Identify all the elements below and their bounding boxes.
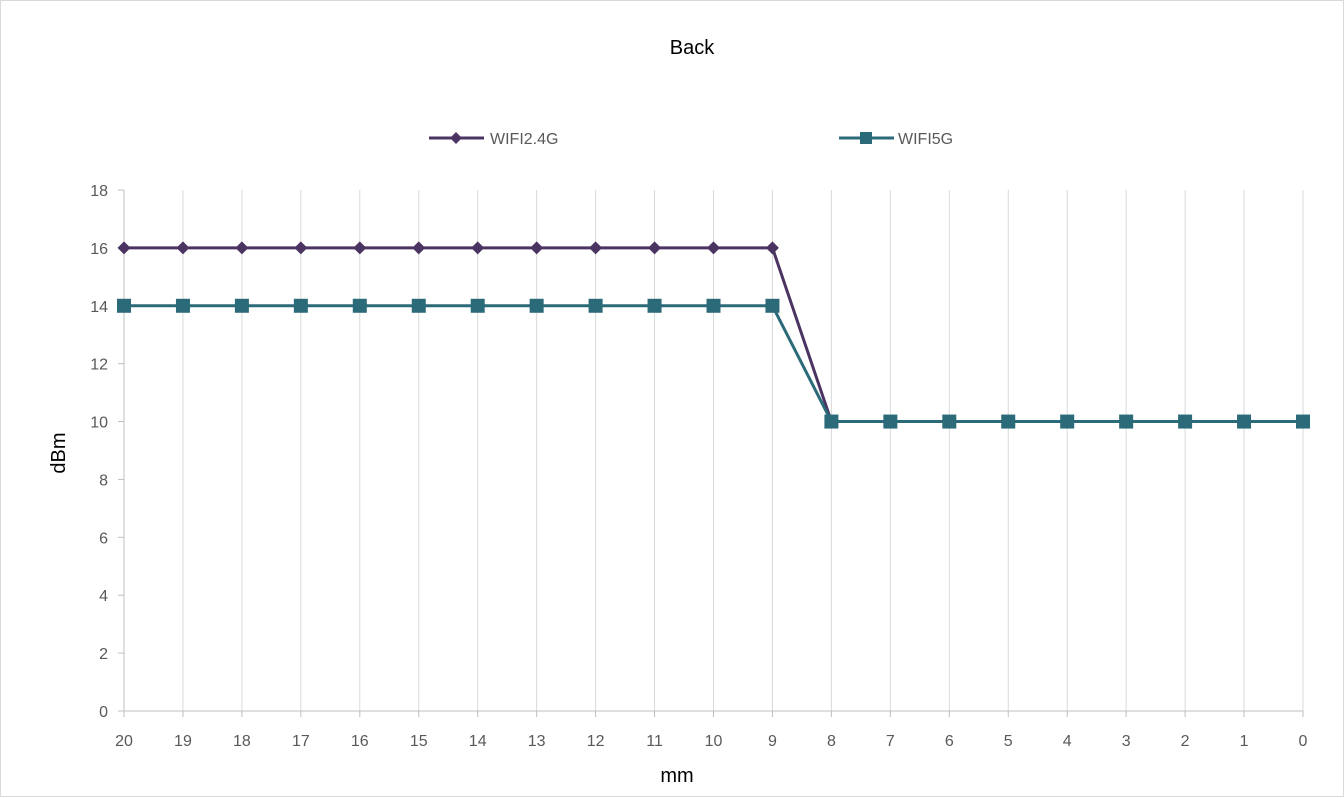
x-axis-title: mm [660, 765, 693, 787]
data-point [471, 241, 485, 255]
legend-item-wifi5: WIFI5G [839, 131, 953, 148]
data-point [1001, 414, 1016, 429]
y-tick-label: 4 [99, 588, 108, 605]
y-tick-label: 10 [90, 415, 108, 432]
data-point [530, 241, 544, 255]
x-tick-label: 6 [945, 733, 954, 750]
data-point [942, 414, 957, 429]
data-point [765, 298, 780, 313]
data-point [117, 241, 131, 255]
data-point [1296, 414, 1310, 429]
series-wifi5 [117, 298, 1310, 429]
x-tick-label: 7 [886, 733, 895, 750]
data-point [1119, 414, 1134, 429]
data-point [588, 298, 603, 313]
x-tick-label: 4 [1063, 733, 1072, 750]
series-layer [117, 241, 1310, 429]
x-tick-label: 8 [827, 733, 836, 750]
data-point [883, 414, 898, 429]
legend-marker-wifi5 [860, 132, 872, 144]
x-tick-label: 17 [292, 733, 310, 750]
data-point [176, 241, 190, 255]
data-point [353, 241, 367, 255]
x-tick-label: 11 [646, 733, 663, 750]
data-point [824, 414, 839, 429]
data-point [648, 241, 662, 255]
data-point [647, 298, 662, 313]
data-point [234, 298, 249, 313]
data-point [765, 241, 779, 255]
data-point [1178, 414, 1193, 429]
x-tick-label: 3 [1122, 733, 1131, 750]
x-tick-label: 12 [587, 733, 605, 750]
data-point [293, 298, 308, 313]
legend-marker-wifi24 [450, 132, 462, 144]
data-point [589, 241, 603, 255]
data-point [529, 298, 544, 313]
chart-title: Back [670, 37, 715, 59]
x-tick-label: 1 [1240, 733, 1249, 750]
data-point [294, 241, 308, 255]
y-tick-label: 6 [99, 530, 108, 547]
axes [118, 189, 1304, 717]
data-point [1060, 414, 1075, 429]
x-tick-label: 16 [351, 733, 369, 750]
y-tick-label: 12 [90, 357, 108, 374]
x-tick-label: 13 [528, 733, 546, 750]
x-tick-label: 9 [768, 733, 777, 750]
y-tick-label: 2 [99, 646, 108, 663]
data-point [706, 298, 721, 313]
data-point [1237, 414, 1252, 429]
x-tick-label: 18 [233, 733, 251, 750]
x-tick-label: 5 [1004, 733, 1013, 750]
gridlines [123, 190, 1304, 711]
data-point [412, 241, 426, 255]
x-tick-label: 2 [1181, 733, 1190, 750]
x-tick-label: 0 [1299, 733, 1308, 750]
legend: WIFI2.4G WIFI5G [429, 131, 953, 148]
y-axis-ticks: 0 2 4 6 8 10 12 14 16 18 [90, 183, 108, 721]
data-point [352, 298, 367, 313]
y-tick-label: 18 [90, 183, 108, 200]
x-tick-label: 19 [174, 733, 192, 750]
y-tick-label: 8 [99, 472, 108, 489]
legend-label-wifi5: WIFI5G [898, 131, 953, 148]
y-tick-label: 0 [99, 704, 108, 721]
data-point [235, 241, 249, 255]
x-axis-ticks: 20 19 18 17 16 15 14 13 12 11 10 9 8 7 6 5 4 3 2 1 0 [115, 733, 1307, 750]
x-tick-label: 14 [469, 733, 487, 750]
legend-label-wifi24: WIFI2.4G [490, 131, 558, 148]
data-point [117, 298, 131, 313]
y-tick-label: 14 [90, 299, 108, 316]
data-point [470, 298, 485, 313]
y-tick-label: 16 [90, 241, 108, 258]
data-point [707, 241, 720, 255]
x-tick-label: 20 [115, 733, 133, 750]
x-tick-label: 15 [410, 733, 428, 750]
x-tick-label: 10 [705, 733, 723, 750]
data-point [175, 298, 190, 313]
data-point [411, 298, 426, 313]
legend-item-wifi24: WIFI2.4G [429, 131, 558, 148]
y-axis-title: dBm [48, 432, 70, 473]
